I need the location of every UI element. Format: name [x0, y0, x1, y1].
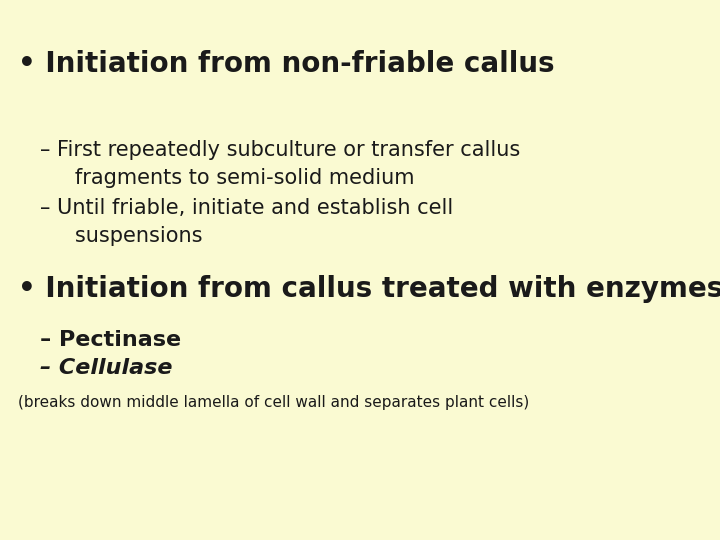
- Text: fragments to semi-solid medium: fragments to semi-solid medium: [55, 168, 415, 188]
- Text: (breaks down middle lamella of cell wall and separates plant cells): (breaks down middle lamella of cell wall…: [18, 395, 529, 410]
- Text: – Until friable, initiate and establish cell: – Until friable, initiate and establish …: [40, 198, 454, 218]
- Text: • Initiation from callus treated with enzymes: • Initiation from callus treated with en…: [18, 275, 720, 303]
- Text: – First repeatedly subculture or transfer callus: – First repeatedly subculture or transfe…: [40, 140, 521, 160]
- Text: • Initiation from non-friable callus: • Initiation from non-friable callus: [18, 50, 554, 78]
- Text: suspensions: suspensions: [55, 226, 202, 246]
- Text: – Pectinase: – Pectinase: [40, 330, 181, 350]
- Text: – Cellulase: – Cellulase: [40, 358, 173, 378]
